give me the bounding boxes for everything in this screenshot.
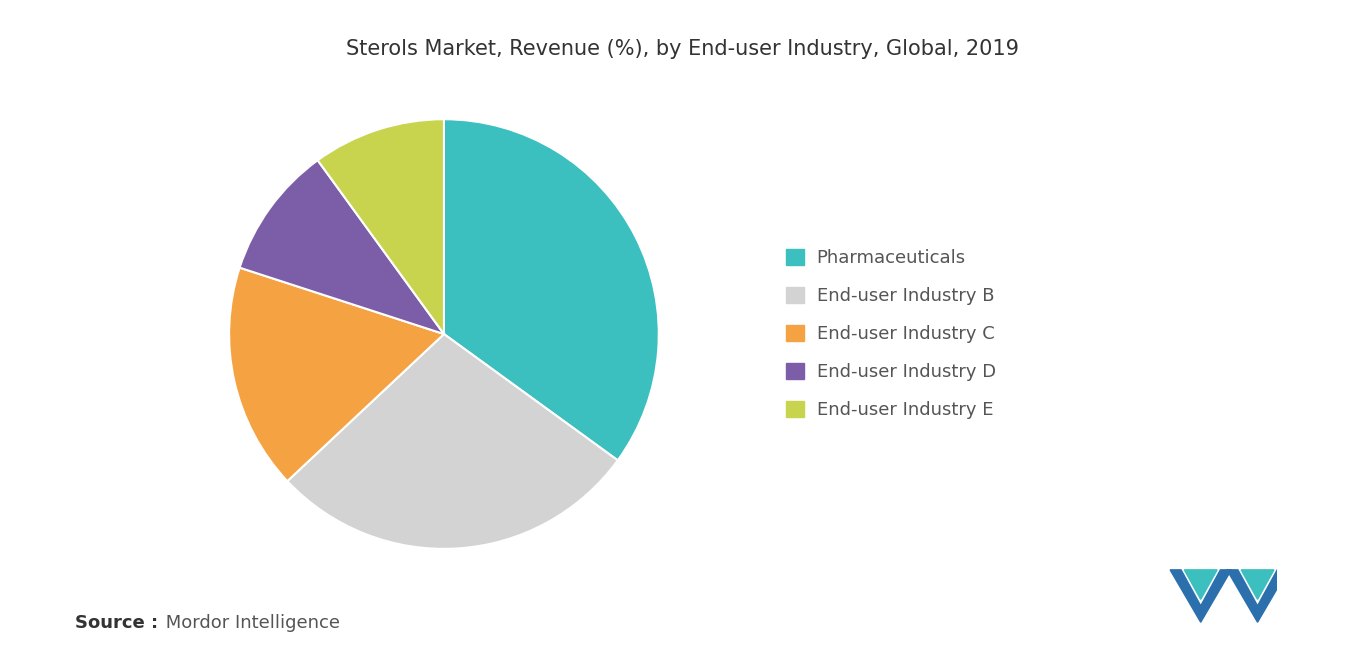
Legend: Pharmaceuticals, End-user Industry B, End-user Industry C, End-user Industry D, : Pharmaceuticals, End-user Industry B, En… <box>785 249 996 419</box>
Polygon shape <box>1242 570 1274 599</box>
Polygon shape <box>1171 570 1231 622</box>
Text: Mordor Intelligence: Mordor Intelligence <box>160 614 340 632</box>
Wedge shape <box>444 119 658 460</box>
Polygon shape <box>1184 570 1217 599</box>
Text: Sterols Market, Revenue (%), by End-user Industry, Global, 2019: Sterols Market, Revenue (%), by End-user… <box>347 39 1019 60</box>
Wedge shape <box>287 334 617 549</box>
Text: Source :: Source : <box>75 614 158 632</box>
Wedge shape <box>318 119 444 334</box>
Wedge shape <box>229 268 444 481</box>
Wedge shape <box>239 160 444 334</box>
Polygon shape <box>1227 570 1288 622</box>
